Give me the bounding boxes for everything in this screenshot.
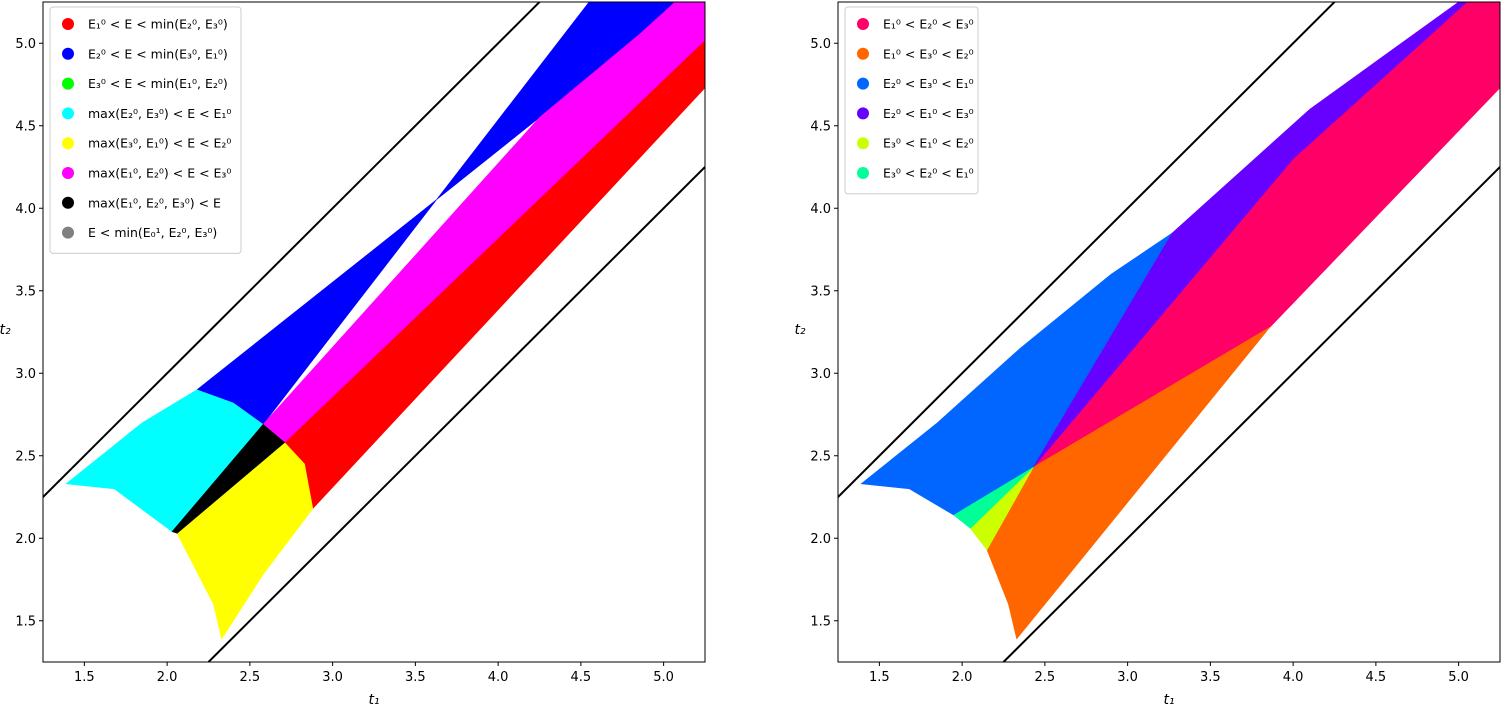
axes-frame bbox=[837, 1, 1501, 663]
y-tick-label: 4.5 bbox=[810, 119, 831, 134]
plot-area bbox=[838, 2, 1500, 662]
plot-area bbox=[43, 2, 705, 662]
legend-label: E₃⁰ < E₁⁰ < E₂⁰ bbox=[883, 136, 974, 151]
legend-marker bbox=[62, 226, 74, 239]
x-tick-label: 2.5 bbox=[1035, 670, 1056, 685]
legend-marker bbox=[62, 77, 74, 90]
y-tick-label: 4.0 bbox=[15, 202, 36, 217]
y-axis-label: t₂ bbox=[0, 322, 11, 338]
y-tick-label: 3.5 bbox=[810, 284, 831, 299]
x-tick-label: 1.5 bbox=[74, 670, 95, 685]
region-6 bbox=[262, 2, 705, 443]
y-tick-label: 3.0 bbox=[810, 367, 831, 382]
subplot-1: 1.5 2.0 2.5 3.0 3.5 4.0 4.5 5.0 1.5 2.0 2.5 3.0 3.5 4… bbox=[0, 1, 706, 706]
y-tick-label: 5.0 bbox=[15, 37, 36, 52]
region-1 bbox=[1033, 2, 1500, 468]
y-tick-label: 4.5 bbox=[15, 119, 36, 134]
legend-marker bbox=[857, 77, 869, 90]
boundary-line-lower bbox=[1002, 166, 1500, 662]
y-tick-label: 2.5 bbox=[15, 449, 36, 464]
legend-label: E₃⁰ < E₂⁰ < E₁⁰ bbox=[883, 166, 974, 181]
legend-label: E₂⁰ < E₃⁰ < E₁⁰ bbox=[883, 76, 974, 91]
x-tick-label: 4.5 bbox=[571, 670, 592, 685]
x-tick-label: 4.5 bbox=[1366, 670, 1387, 685]
legend-frame bbox=[844, 6, 979, 195]
legend-marker bbox=[857, 47, 869, 60]
legend-marker bbox=[62, 167, 74, 179]
y-tick-label: 1.5 bbox=[810, 614, 831, 629]
legend-label: E₁⁰ < E < min(E₂⁰, E₃⁰) bbox=[88, 17, 228, 32]
x-tick-label: 3.0 bbox=[322, 670, 343, 685]
legend-label: max(E₂⁰, E₃⁰) < E < E₁⁰ bbox=[88, 106, 231, 121]
legend-label: E₁⁰ < E₃⁰ < E₂⁰ bbox=[883, 46, 974, 61]
region-7 bbox=[171, 423, 286, 534]
legend-label: max(E₃⁰, E₁⁰) < E < E₂⁰ bbox=[88, 136, 231, 151]
y-tick-label: 5.0 bbox=[810, 37, 831, 52]
legend-marker bbox=[62, 18, 74, 30]
y-tick-label: 2.5 bbox=[810, 449, 831, 464]
y-tick-label: 3.5 bbox=[15, 284, 36, 299]
legend-label: max(E₁⁰, E₂⁰, E₃⁰) < E bbox=[88, 195, 221, 210]
legend-marker bbox=[857, 18, 869, 30]
legend: E₁⁰ < E₂⁰ < E₃⁰ E₁⁰ < E₃⁰ < E₂⁰ E₂⁰ < E₃⁰ … bbox=[844, 6, 979, 195]
subplot-2: 1.5 2.0 2.5 3.0 3.5 4.0 4.5 5.0 1.5 2.0 2.5 3.0 3.5 4… bbox=[794, 1, 1501, 706]
boundary-line-upper bbox=[43, 2, 541, 498]
legend-label: E₃⁰ < E < min(E₁⁰, E₂⁰) bbox=[88, 76, 228, 91]
x-axis-label: t₁ bbox=[368, 692, 379, 706]
x-tick-label: 1.5 bbox=[869, 670, 890, 685]
x-tick-label: 4.0 bbox=[488, 670, 509, 685]
legend-frame bbox=[49, 6, 242, 254]
y-tick-label: 3.0 bbox=[15, 367, 36, 382]
y-tick-label: 1.5 bbox=[15, 614, 36, 629]
region-5 bbox=[176, 442, 314, 640]
y-tick-label: 2.0 bbox=[15, 532, 36, 547]
region-4 bbox=[1033, 2, 1468, 468]
x-tick-label: 3.5 bbox=[1200, 670, 1221, 685]
y-tick-label: 2.0 bbox=[810, 532, 831, 547]
legend-label: max(E₁⁰, E₂⁰) < E < E₃⁰ bbox=[88, 166, 231, 181]
legend-marker bbox=[857, 107, 869, 120]
x-tick-label: 5.0 bbox=[1448, 670, 1469, 685]
x-tick-label: 3.0 bbox=[1117, 670, 1138, 685]
x-tick-label: 4.0 bbox=[1283, 670, 1304, 685]
x-tick-label: 2.5 bbox=[240, 670, 261, 685]
boundary-line-lower bbox=[207, 166, 705, 662]
legend-label: E₂⁰ < E₁⁰ < E₃⁰ bbox=[883, 106, 974, 121]
legend-label: E₁⁰ < E₂⁰ < E₃⁰ bbox=[883, 17, 974, 32]
region-4 bbox=[65, 389, 264, 533]
legend-marker bbox=[857, 167, 869, 179]
boundary-line-upper bbox=[838, 2, 1336, 498]
y-axis-label: t₂ bbox=[794, 322, 805, 338]
legend-marker bbox=[62, 137, 74, 150]
legend-label: E < min(E₀¹, E₂⁰, E₃⁰) bbox=[88, 225, 217, 240]
x-tick-label: 2.0 bbox=[157, 670, 178, 685]
legend-label: E₂⁰ < E < min(E₃⁰, E₁⁰) bbox=[88, 46, 228, 61]
x-tick-label: 2.0 bbox=[952, 670, 973, 685]
legend-marker bbox=[62, 196, 74, 209]
legend-marker bbox=[857, 137, 869, 150]
x-axis-label: t₁ bbox=[1163, 692, 1174, 706]
x-tick-label: 5.0 bbox=[653, 670, 674, 685]
region-6 bbox=[953, 467, 1034, 529]
y-tick-label: 4.0 bbox=[810, 202, 831, 217]
x-tick-label: 3.5 bbox=[405, 670, 426, 685]
legend-marker bbox=[62, 47, 74, 60]
legend-marker bbox=[62, 107, 74, 120]
legend: E₁⁰ < E < min(E₂⁰, E₃⁰) E₂⁰ < E < min(E₃⁰… bbox=[49, 6, 242, 254]
axes-frame bbox=[42, 1, 706, 663]
